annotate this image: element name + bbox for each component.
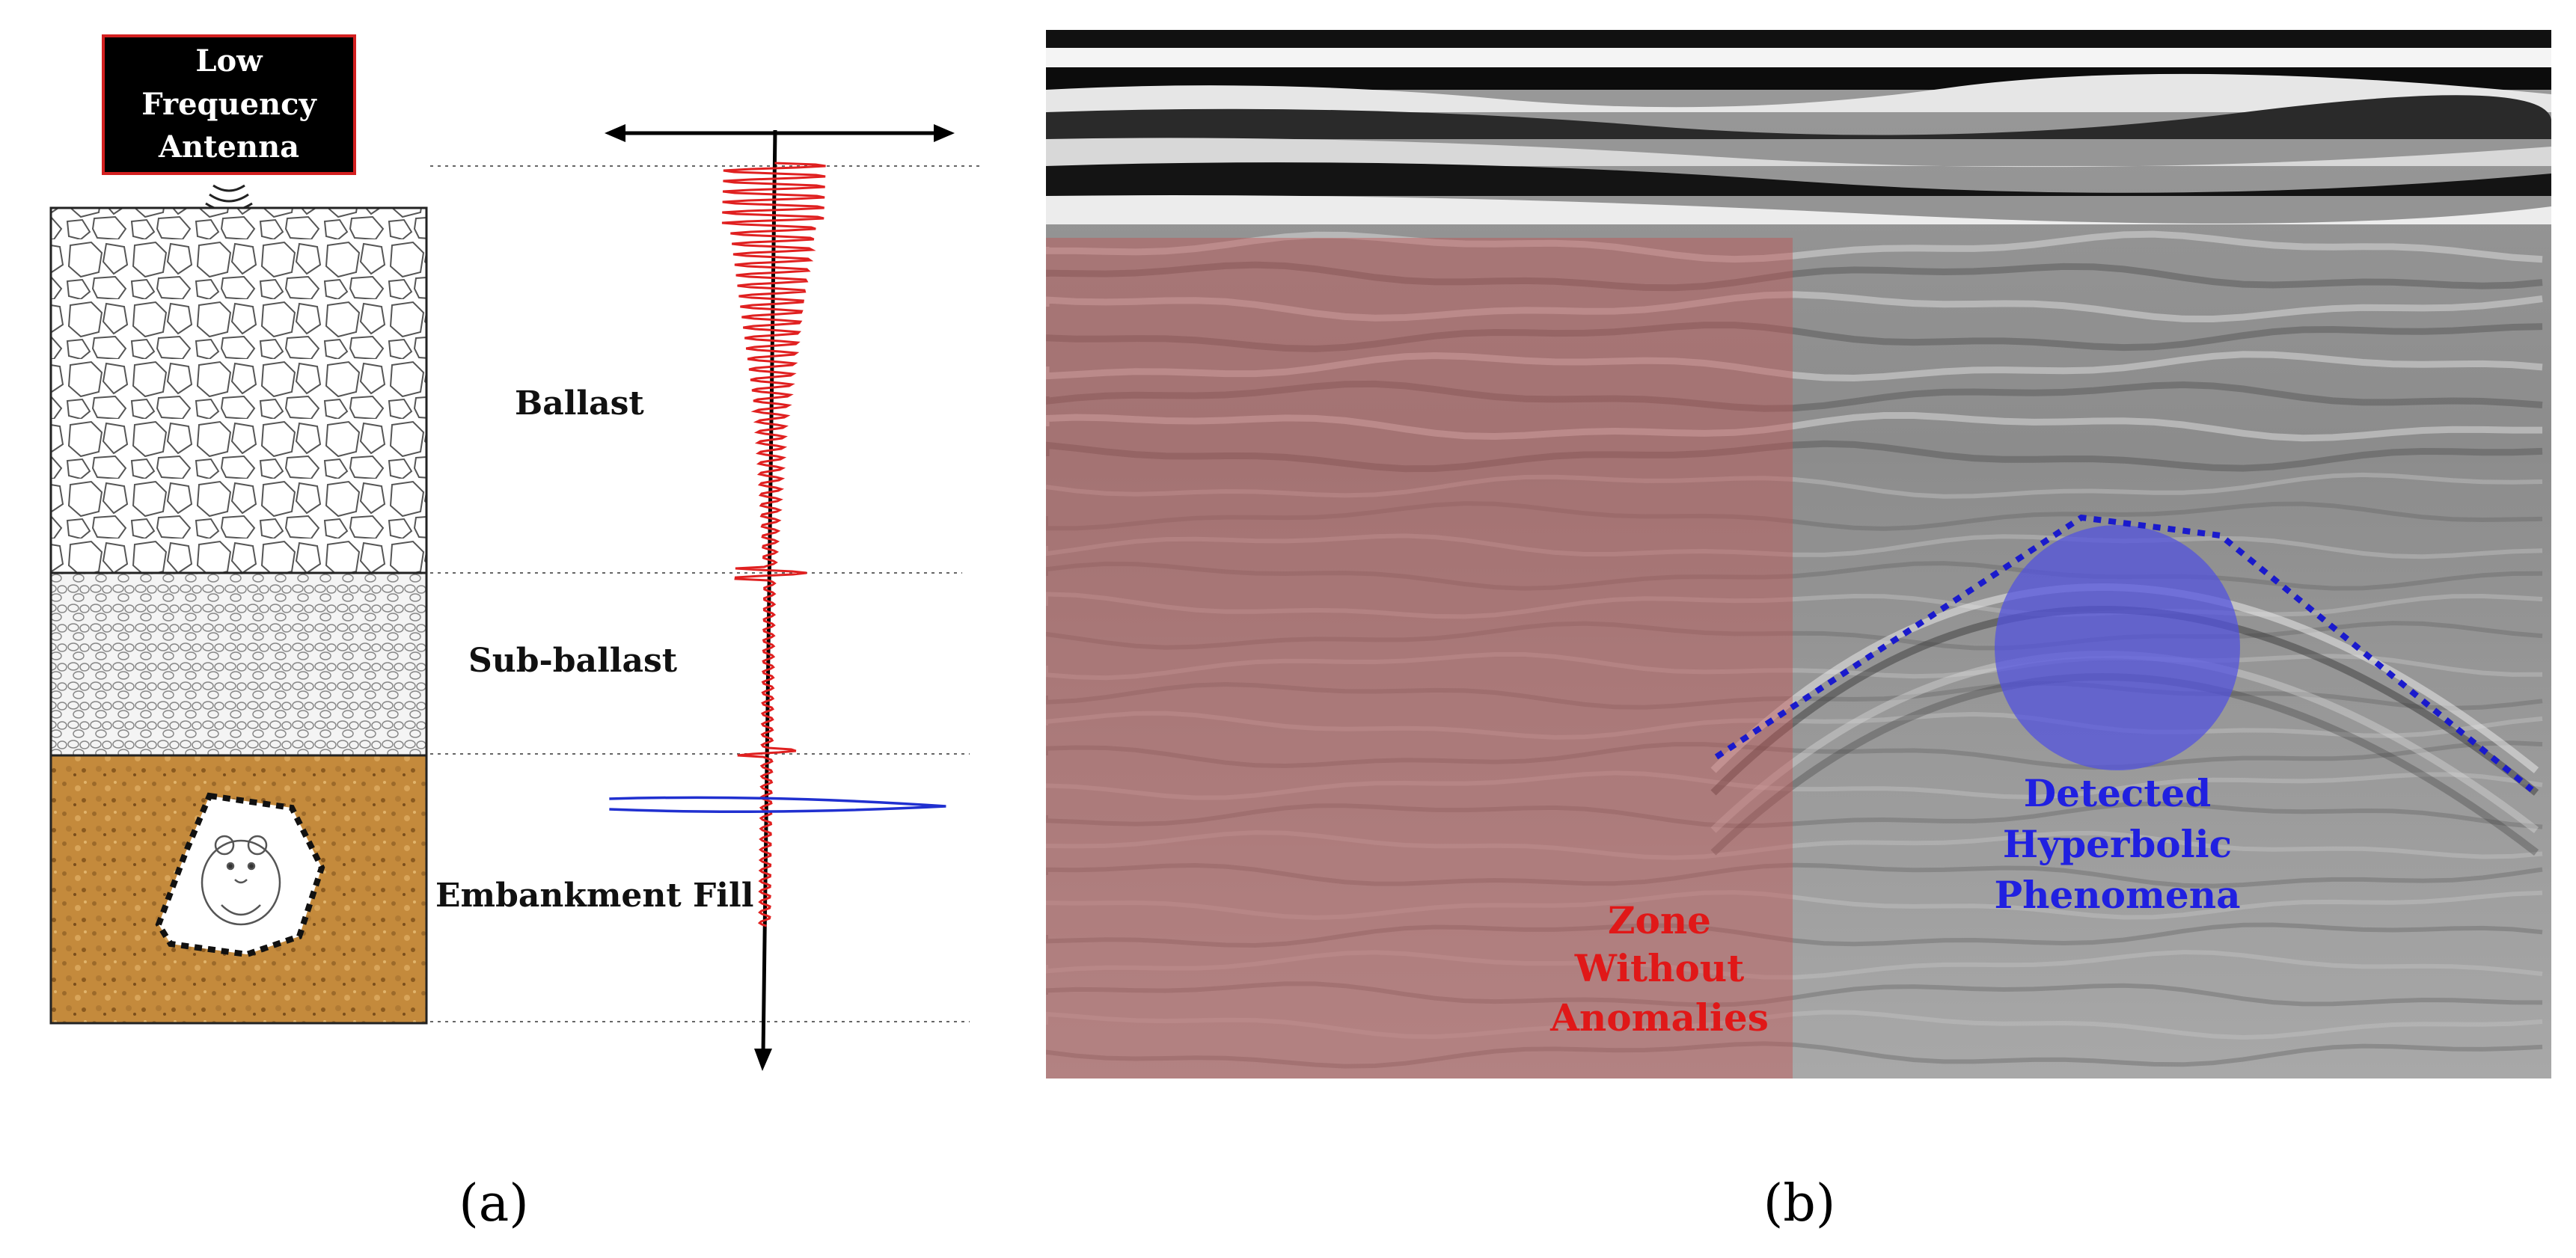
reflector-band [1046,652,2543,681]
reflector-band [1046,862,2543,889]
reflector-band [1046,561,2543,591]
reflector-band [1046,230,2543,263]
panel-b: Zone Without Anomalies Detected Hyperbol… [1046,30,2551,1233]
embankment-label: Embankment Fill [435,877,753,915]
antenna-box [102,34,356,175]
detected-anomaly-marker [1995,525,2240,770]
reflector-band [1046,711,2543,740]
reflector-band [1046,801,2543,829]
reflector-band [1046,1041,2543,1069]
detected-label-line3: Phenomena [1995,873,2241,917]
detected-label-line1: Detected [2024,771,2211,815]
ballast-label: Ballast [515,384,644,423]
trace-axes [605,124,955,1071]
gpr-reflector-bands [1046,230,2543,1069]
panel-b-caption: (b) [1763,1174,1836,1233]
reflector-band [1046,351,2543,382]
reflector-band [1046,681,2543,711]
reflector-band [1046,261,2543,292]
antenna-label-line2: Frequency [141,87,317,122]
reflector-band [1046,533,2543,559]
reflector-band [1046,322,2543,352]
zone-without-anomalies [1046,238,1793,1078]
anomaly-reflection-pulse [609,796,946,813]
reflector-band [1046,621,2543,651]
reflector-band [1046,830,2543,860]
reflector-band [1046,501,2543,531]
antenna-label-line1: Low [195,43,263,79]
zone-label-line1: Zone [1608,898,1711,942]
reflector-band [1046,440,2543,473]
reflector-band [1046,770,2543,800]
panel-a: Low Frequency Antenna [49,34,982,1233]
reflector-band [1046,740,2543,770]
zone-label-line2: Without [1574,946,1745,990]
ballast-layer [49,206,428,574]
animal-burrow [155,792,325,958]
subballast-layer [49,571,428,757]
reflector-band [1046,890,2543,920]
reflector-band [1046,981,2543,1007]
reflector-band [1046,922,2543,948]
reflector-band [1046,1010,2543,1040]
panel-a-caption: (a) [459,1174,529,1233]
hamster-icon [201,835,281,926]
detected-label-line2: Hyperbolic [2003,822,2232,866]
reflector-band [1046,472,2543,499]
reflector-band [1046,950,2543,980]
antenna-label-line3: Antenna [158,129,299,165]
reflector-band [1046,412,2542,442]
zone-label-line3: Anomalies [1549,995,1769,1040]
reflector-band [1046,592,2543,619]
layer-boundary-lines [430,165,982,1022]
subballast-label: Sub-ballast [468,642,678,680]
reflector-band [1046,291,2543,323]
reflector-band [1046,380,2543,412]
